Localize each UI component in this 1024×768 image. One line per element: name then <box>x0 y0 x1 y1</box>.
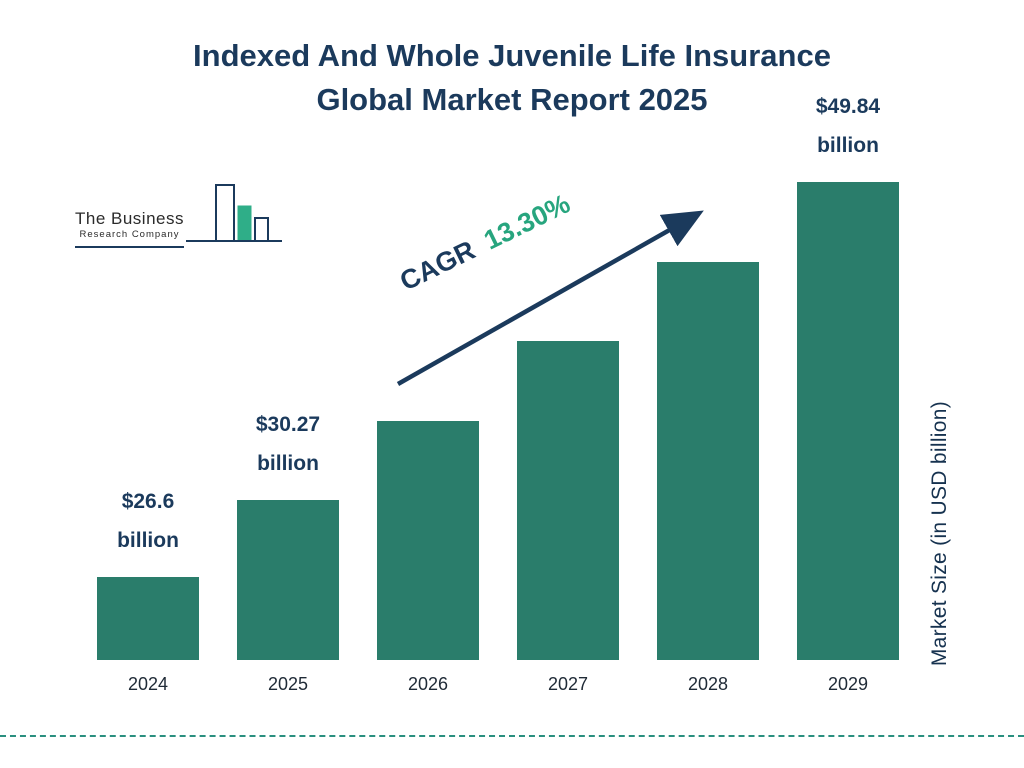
value-unit: billion <box>257 452 319 476</box>
page-title: Indexed And Whole Juvenile Life Insuranc… <box>0 34 1024 122</box>
title-line-2: Global Market Report 2025 <box>316 82 708 118</box>
x-axis-label-2025: 2025 <box>267 674 309 694</box>
bar-2029 <box>797 182 899 660</box>
bar-2025 <box>237 500 339 660</box>
bars-row: $26.6 billion 2024 $30.27 billion 2025 2026 202… <box>78 80 918 695</box>
x-axis-label-2027: 2027 <box>547 674 589 694</box>
y-axis-label: Market Size (in USD billion) <box>928 400 951 666</box>
bar-2027 <box>517 341 619 660</box>
company-logo: The Business Research Company <box>75 182 282 248</box>
bar-column-2024: $26.6 billion 2024 <box>78 80 218 695</box>
bar-column-2025: $30.27 billion 2025 <box>218 80 358 695</box>
company-subname: Research Company <box>79 229 180 240</box>
x-axis-label-2028: 2028 <box>687 674 729 694</box>
bar-2026 <box>377 421 479 660</box>
bar-value-label-2025: $30.27 billion <box>256 406 320 484</box>
bar-column-2029: $49.84 billion 2029 <box>778 80 918 695</box>
x-axis-label-2029: 2029 <box>827 674 869 694</box>
value-amount: $26.6 <box>121 490 175 514</box>
bar-column-2026: 2026 <box>358 80 498 695</box>
value-amount: $49.84 <box>815 95 881 119</box>
bottom-dashed-divider <box>0 735 1024 737</box>
bar-2024 <box>97 577 199 660</box>
company-logo-text: The Business Research Company <box>75 209 184 248</box>
value-unit: billion <box>817 134 879 158</box>
title-line-1: Indexed And Whole Juvenile Life Insuranc… <box>193 38 831 73</box>
company-name: The Business <box>75 209 184 228</box>
x-axis-label-2024: 2024 <box>127 674 169 694</box>
bar-value-label-2024: $26.6 billion <box>117 483 179 561</box>
value-amount: $30.27 <box>255 413 321 437</box>
bar-column-2028: 2028 <box>638 80 778 695</box>
bar-chart-logo-icon <box>186 184 282 242</box>
value-unit: billion <box>117 529 179 553</box>
bar-2028 <box>657 262 759 660</box>
x-axis-label-2026: 2026 <box>407 674 449 694</box>
bar-column-2027: 2027 <box>498 80 638 695</box>
bar-value-label-2029: $49.84 billion <box>816 88 880 166</box>
